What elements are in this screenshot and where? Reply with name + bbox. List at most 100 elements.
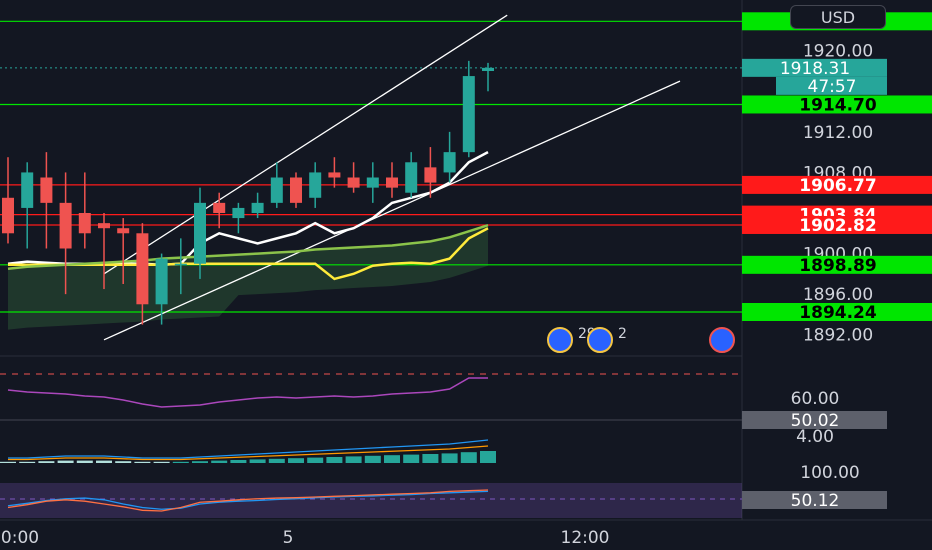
price-level-tag xyxy=(742,175,932,194)
stoch-line xyxy=(7,489,489,512)
candle xyxy=(117,218,130,284)
price-level-label: 1894.24 xyxy=(799,303,877,323)
event-marker-icon xyxy=(587,327,613,353)
ichimoku-cloud xyxy=(8,225,488,330)
price-tick-label: 1912.00 xyxy=(803,123,873,143)
macd-bar xyxy=(230,460,247,463)
macd-bar xyxy=(480,451,496,463)
rsi-tick-label: 60.00 xyxy=(791,389,840,409)
price-level-label: 1914.70 xyxy=(799,95,877,115)
macd-bar xyxy=(19,461,36,463)
macd-bar xyxy=(268,458,285,463)
stoch-tick-label: 100.00 xyxy=(800,463,859,483)
candle-body xyxy=(59,202,72,249)
macd-signal-line xyxy=(8,445,489,461)
candle-body xyxy=(290,177,302,203)
macd-bar xyxy=(153,461,170,463)
macd-bar xyxy=(172,461,189,463)
candle xyxy=(290,172,302,208)
candle-body xyxy=(136,233,149,305)
stoch-value-tag xyxy=(742,491,887,509)
macd-bar xyxy=(288,458,304,463)
event-marker-label: 2 xyxy=(618,326,627,342)
price-tick-label: 1896.00 xyxy=(803,285,873,305)
overlay-sma_green xyxy=(7,223,489,271)
current-price-tag xyxy=(742,58,887,77)
macd-bar xyxy=(38,461,55,463)
candle xyxy=(270,162,283,208)
macd-bar xyxy=(134,461,151,463)
price-level-tag xyxy=(742,302,932,321)
candle-body xyxy=(40,177,53,203)
macd-bar xyxy=(76,460,93,463)
candle-body xyxy=(462,76,475,153)
event-marker-icon xyxy=(709,327,735,353)
macd-bar xyxy=(57,460,74,463)
macd-bar xyxy=(364,455,381,463)
candle xyxy=(386,162,398,198)
candle xyxy=(136,223,149,325)
candle-body xyxy=(78,213,91,234)
macd-bar xyxy=(345,456,362,463)
candle xyxy=(366,162,379,203)
candle-body xyxy=(21,172,34,208)
candle xyxy=(405,152,418,198)
currency-button[interactable]: USD xyxy=(790,5,886,29)
price-level-label: 1902.82 xyxy=(799,216,876,236)
candle xyxy=(347,162,360,193)
time-axis-label: 12:00 xyxy=(561,528,610,548)
trend-channel-lower xyxy=(103,80,681,341)
candle-body xyxy=(270,177,283,203)
candle xyxy=(213,192,226,229)
rsi-value-tag xyxy=(742,411,887,429)
stoch-value-label: 50.12 xyxy=(791,491,840,511)
candle-body xyxy=(424,167,437,183)
candle-body xyxy=(386,177,398,188)
candle-body xyxy=(405,162,418,193)
candle xyxy=(59,172,72,295)
candle-body xyxy=(251,202,264,213)
macd-bar xyxy=(96,460,112,463)
price-level-tag xyxy=(742,95,932,114)
candle xyxy=(251,192,264,219)
time-axis-label: 0:00 xyxy=(1,528,39,548)
candle xyxy=(78,172,91,249)
candle-body xyxy=(174,263,187,266)
macd-bar xyxy=(115,461,132,463)
trend-channel-upper xyxy=(103,14,508,275)
macd-bar xyxy=(192,461,208,463)
candle xyxy=(174,238,187,295)
macd-bar xyxy=(441,453,458,463)
candle xyxy=(98,213,110,290)
candle xyxy=(309,162,322,208)
stoch-band xyxy=(0,483,742,518)
countdown-label: 47:57 xyxy=(808,77,857,97)
event-marker-icon xyxy=(547,327,573,353)
macd-bar xyxy=(211,460,228,463)
macd-bar xyxy=(249,459,266,463)
macd-bar xyxy=(307,457,324,463)
macd-bar xyxy=(326,457,343,463)
price-tick-label: 1920.00 xyxy=(803,42,873,62)
time-axis-label: 5 xyxy=(283,528,294,548)
candle xyxy=(328,157,341,188)
candle xyxy=(424,147,437,198)
price-tick-label: 1892.00 xyxy=(803,326,873,346)
candle-body xyxy=(443,152,456,173)
price-level-label: 1906.77 xyxy=(799,176,876,196)
candle xyxy=(194,187,206,279)
rsi-line xyxy=(7,377,488,408)
price-level-label: 1898.89 xyxy=(799,256,876,276)
rsi-value-label: 50.02 xyxy=(791,411,840,431)
macd-line xyxy=(8,439,489,459)
candle-body xyxy=(155,258,168,305)
candle-body xyxy=(366,177,379,188)
candle-body xyxy=(117,228,130,234)
candle xyxy=(155,253,168,325)
candle xyxy=(443,131,456,183)
current-price-label: 1918.31 xyxy=(780,59,850,79)
candle xyxy=(462,60,475,158)
candle-body xyxy=(328,172,341,178)
candle-body xyxy=(213,202,226,213)
